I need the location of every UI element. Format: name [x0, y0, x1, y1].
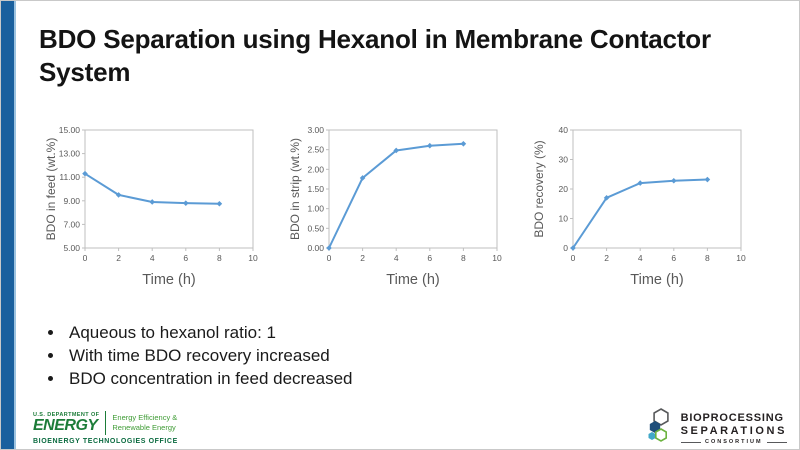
consortium-rule-right: [766, 441, 788, 443]
svg-text:0: 0: [327, 253, 332, 263]
svg-text:4: 4: [394, 253, 399, 263]
svg-text:2: 2: [360, 253, 365, 263]
chart-bdo-in-feed: 0 2 4 6 8 10 5.00 7.00 9.00 11.00 13.00 15.00 Time (…: [45, 117, 273, 294]
svg-text:2: 2: [116, 253, 121, 263]
doe-eere-line2: Renewable Energy: [112, 423, 176, 432]
svg-text:BDO in strip (wt.%): BDO in strip (wt.%): [289, 138, 302, 240]
consortium-rule-left: [680, 441, 701, 443]
chart-bdo-in-strip: 0 2 4 6 8 10 0.00 0.50 1.00 1.50 2.00 2.50 3.00 Time …: [289, 117, 517, 294]
svg-text:6: 6: [427, 253, 432, 263]
svg-text:8: 8: [705, 253, 710, 263]
svg-text:6: 6: [183, 253, 188, 263]
svg-text:2.00: 2.00: [307, 164, 324, 174]
svg-text:9.00: 9.00: [63, 196, 80, 206]
doe-energy-mark: U.S. DEPARTMENT OF ENERGY: [33, 412, 99, 434]
svg-text:Time (h): Time (h): [630, 272, 683, 288]
svg-text:10: 10: [559, 214, 569, 224]
accent-bar: [1, 1, 16, 449]
svg-text:BDO recovery (%): BDO recovery (%): [533, 140, 546, 237]
svg-text:1.50: 1.50: [307, 184, 324, 194]
svg-text:20: 20: [559, 184, 569, 194]
svg-text:0: 0: [571, 253, 576, 263]
svg-text:Time (h): Time (h): [386, 272, 439, 288]
svg-text:0: 0: [83, 253, 88, 263]
doe-divider: [105, 411, 107, 435]
bioenergy-office-label: BIOENERGY TECHNOLOGIES OFFICE: [33, 438, 178, 445]
bullet-list: Aqueous to hexanol ratio: 1 With time BD…: [41, 321, 353, 390]
svg-text:BDO in feed (wt.%): BDO in feed (wt.%): [45, 138, 58, 241]
svg-text:2.50: 2.50: [307, 145, 324, 155]
bullet-item: With time BDO recovery increased: [41, 344, 353, 367]
doe-eere-logo: U.S. DEPARTMENT OF ENERGY Energy Efficie…: [33, 411, 178, 445]
svg-text:11.00: 11.00: [59, 172, 80, 182]
svg-text:30: 30: [559, 155, 569, 165]
consortium-line1: BIOPROCESSING: [680, 411, 784, 424]
bullet-item: BDO concentration in feed decreased: [41, 367, 353, 390]
svg-text:Time (h): Time (h): [142, 272, 195, 288]
doe-dept-label: U.S. DEPARTMENT OF: [33, 412, 100, 418]
svg-text:10: 10: [248, 253, 258, 263]
svg-text:4: 4: [638, 253, 643, 263]
svg-text:0: 0: [563, 243, 568, 253]
chart-bdo-recovery: 0 2 4 6 8 10 0 10 20 30 40 Time (h) BDO recovery (%): [533, 117, 761, 294]
svg-text:7.00: 7.00: [63, 219, 80, 229]
svg-text:1.00: 1.00: [307, 204, 324, 214]
slide-title: BDO Separation using Hexanol in Membrane…: [39, 24, 711, 88]
svg-text:4: 4: [150, 253, 155, 263]
bioprocessing-consortium-logo: BIOPROCESSING SEPARATIONS CONSORTIUM: [646, 407, 788, 449]
svg-text:2: 2: [604, 253, 609, 263]
svg-text:3.00: 3.00: [307, 125, 324, 135]
consortium-line2: SEPARATIONS: [680, 424, 787, 437]
consortium-wordmark: BIOPROCESSING SEPARATIONS CONSORTIUM: [680, 411, 788, 446]
doe-logo-row: U.S. DEPARTMENT OF ENERGY Energy Efficie…: [33, 411, 178, 435]
svg-text:8: 8: [217, 253, 222, 263]
svg-text:0.00: 0.00: [307, 243, 324, 253]
doe-eere-text: Energy Efficiency & Renewable Energy: [112, 413, 177, 433]
svg-text:8: 8: [461, 253, 466, 263]
doe-eere-line1: Energy Efficiency &: [112, 413, 178, 423]
svg-text:6: 6: [671, 253, 676, 263]
svg-text:10: 10: [736, 253, 746, 263]
svg-text:0.50: 0.50: [307, 223, 324, 233]
bullet-item: Aqueous to hexanol ratio: 1: [41, 321, 353, 344]
svg-text:15.00: 15.00: [59, 125, 81, 135]
charts-row: 0 2 4 6 8 10 5.00 7.00 9.00 11.00 13.00 15.00 Time (…: [45, 117, 761, 294]
doe-energy-label: ENERGY: [33, 417, 98, 434]
svg-text:13.00: 13.00: [59, 149, 81, 159]
consortium-label: CONSORTIUM: [705, 439, 763, 446]
svg-text:5.00: 5.00: [63, 243, 80, 253]
svg-text:10: 10: [492, 253, 502, 263]
hexagon-cluster-icon: [646, 407, 676, 449]
consortium-line3: CONSORTIUM: [680, 439, 788, 446]
svg-text:40: 40: [559, 125, 569, 135]
